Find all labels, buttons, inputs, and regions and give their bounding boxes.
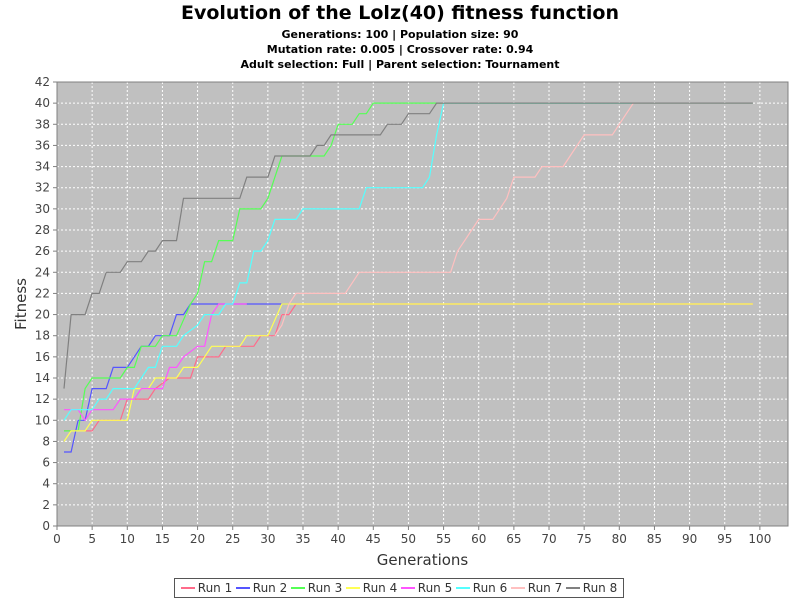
x-tick-label: 90	[682, 532, 697, 546]
x-tick-label: 65	[506, 532, 521, 546]
legend-item-run-8: Run 8	[565, 581, 618, 595]
x-tick-label: 70	[541, 532, 556, 546]
x-tick-label: 25	[225, 532, 240, 546]
series-line-run-7	[274, 102, 753, 337]
x-tick-label: 20	[190, 532, 205, 546]
series-line-run-3	[64, 102, 753, 432]
x-tick-label: 95	[717, 532, 732, 546]
legend-item-run-2: Run 2	[235, 581, 288, 595]
legend-label: Run 6	[472, 581, 508, 595]
plot-border	[56, 81, 789, 527]
legend-item-run-5: Run 5	[400, 581, 453, 595]
y-tick-label: 36	[35, 138, 50, 152]
series-line-run-2	[64, 303, 289, 453]
x-tick-label: 75	[577, 532, 592, 546]
y-tick-label: 6	[42, 456, 50, 470]
legend-swatch	[235, 587, 250, 589]
x-tick-label: 0	[53, 532, 61, 546]
chart-subtitle-selection: Adult selection: Full | Parent selection…	[240, 58, 560, 71]
legend-item-run-4: Run 4	[345, 581, 398, 595]
series-line-run-4	[63, 303, 753, 442]
y-tick-label: 20	[35, 308, 50, 322]
y-tick-label: 4	[42, 477, 50, 491]
y-tick-label: 26	[35, 244, 50, 258]
y-tick-label: 38	[35, 117, 50, 131]
y-tick-label: 40	[35, 96, 50, 110]
series-line-run-6	[63, 102, 753, 421]
y-tick-label: 42	[35, 75, 50, 89]
x-tick-label: 35	[295, 532, 310, 546]
fitness-line-chart: 0246810121416182022242628303234363840420…	[12, 75, 789, 569]
y-tick-label: 2	[42, 498, 50, 512]
legend-swatch	[455, 587, 470, 589]
y-tick-label: 30	[35, 202, 50, 216]
chart-legend: Run 1 Run 2 Run 3 Run 4 Run 5 Run 6 Run 7 Run 8	[174, 578, 624, 598]
x-tick-label: 55	[436, 532, 451, 546]
legend-item-run-7: Run 7	[510, 581, 563, 595]
x-tick-label: 80	[612, 532, 627, 546]
legend-swatch	[345, 587, 360, 589]
legend-swatch	[400, 587, 415, 589]
legend-swatch	[180, 587, 195, 589]
x-tick-label: 40	[331, 532, 346, 546]
y-tick-label: 24	[35, 265, 50, 279]
y-tick-label: 28	[35, 223, 50, 237]
legend-label: Run 2	[252, 581, 288, 595]
x-tick-label: 60	[471, 532, 486, 546]
y-tick-label: 10	[35, 413, 50, 427]
legend-item-run-3: Run 3	[290, 581, 343, 595]
series-line-run-5	[64, 303, 247, 422]
legend-label: Run 4	[362, 581, 398, 595]
legend-label: Run 5	[417, 581, 453, 595]
chart-subtitle-rates: Mutation rate: 0.005 | Crossover rate: 0…	[266, 43, 534, 56]
legend-label: Run 1	[197, 581, 233, 595]
x-tick-label: 10	[120, 532, 135, 546]
chart-title: Evolution of the Lolz(40) fitness functi…	[180, 2, 619, 24]
y-tick-label: 18	[35, 329, 50, 343]
y-tick-label: 32	[35, 181, 50, 195]
legend-swatch	[290, 587, 305, 589]
series-layer	[63, 102, 753, 453]
axes: 0246810121416182022242628303234363840420…	[35, 75, 789, 546]
x-tick-label: 5	[88, 532, 96, 546]
x-tick-label: 100	[748, 532, 771, 546]
x-tick-label: 15	[155, 532, 170, 546]
legend-item-run-6: Run 6	[455, 581, 508, 595]
legend-label: Run 7	[527, 581, 563, 595]
legend-swatch	[510, 587, 525, 589]
legend-swatch	[565, 587, 580, 589]
x-tick-label: 50	[401, 532, 416, 546]
y-tick-label: 12	[35, 392, 50, 406]
chart-subtitle-generations: Generations: 100 | Population size: 90	[281, 28, 519, 41]
legend-label: Run 3	[307, 581, 343, 595]
x-tick-label: 30	[260, 532, 275, 546]
y-tick-label: 34	[35, 160, 50, 174]
y-tick-label: 0	[42, 519, 50, 533]
y-tick-label: 22	[35, 286, 50, 300]
legend-label: Run 8	[582, 581, 618, 595]
y-tick-label: 14	[35, 371, 50, 385]
y-tick-label: 16	[35, 350, 50, 364]
y-tick-label: 8	[42, 434, 50, 448]
x-tick-label: 85	[647, 532, 662, 546]
legend-item-run-1: Run 1	[180, 581, 233, 595]
x-tick-label: 45	[366, 532, 381, 546]
series-line-run-8	[63, 102, 753, 389]
x-axis-label: Generations	[377, 551, 469, 569]
y-axis-label: Fitness	[12, 278, 30, 330]
